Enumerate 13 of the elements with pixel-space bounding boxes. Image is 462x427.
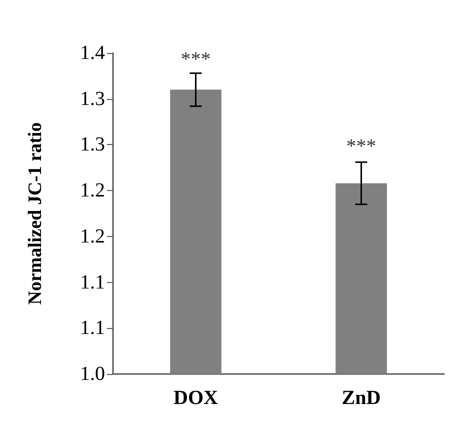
y-tick-label: 1.2	[80, 180, 105, 202]
x-tick-label: ZnD	[342, 387, 381, 409]
y-tick-label: 1.2	[80, 225, 105, 248]
y-tick-label: 1.0	[80, 363, 105, 385]
y-tick-label: 1.1	[80, 317, 105, 340]
y-tick-label: 1.4	[80, 42, 105, 64]
y-tick-label: 1.1	[80, 271, 105, 294]
y-axis-title: Normalized JC-1 ratio	[25, 122, 46, 305]
y-tick-label: 1.3	[80, 88, 105, 110]
annotation: ***	[346, 135, 376, 158]
x-tick-label: DOX	[174, 387, 219, 409]
y-tick-label: 1.3	[80, 134, 105, 156]
annotation: ***	[180, 48, 211, 70]
